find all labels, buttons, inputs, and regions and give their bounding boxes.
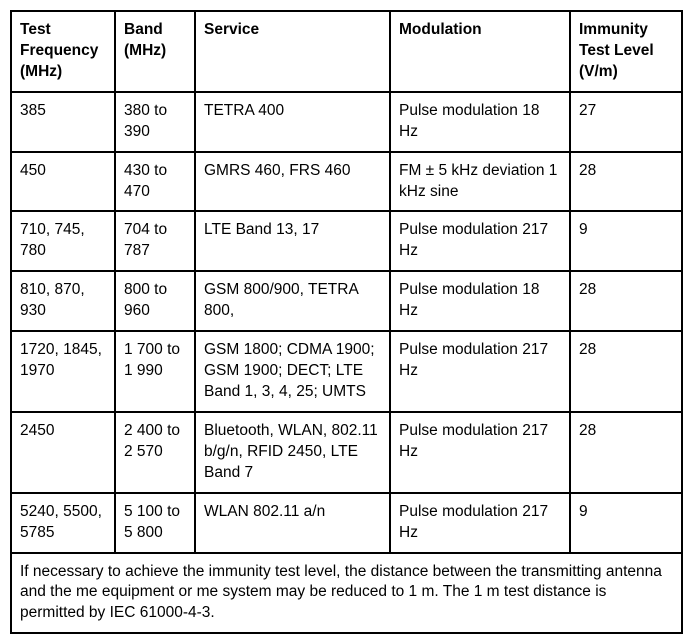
cell-service: GSM 800/900, TETRA 800, xyxy=(195,271,390,331)
cell-immunity: 9 xyxy=(570,211,682,271)
cell-band: 800 to 960 xyxy=(115,271,195,331)
cell-band: 380 to 390 xyxy=(115,92,195,152)
header-service: Service xyxy=(195,11,390,92)
immunity-test-table: Test Frequency (MHz) Band (MHz) Service … xyxy=(10,10,683,634)
cell-service: LTE Band 13, 17 xyxy=(195,211,390,271)
cell-service: WLAN 802.11 a/n xyxy=(195,493,390,553)
cell-band: 430 to 470 xyxy=(115,152,195,212)
table-row: 2450 2 400 to 2 570 Bluetooth, WLAN, 802… xyxy=(11,412,682,493)
footnote-text: If necessary to achieve the immunity tes… xyxy=(11,553,682,634)
cell-immunity: 28 xyxy=(570,271,682,331)
table-row: 385 380 to 390 TETRA 400 Pulse modulatio… xyxy=(11,92,682,152)
cell-frequency: 810, 870, 930 xyxy=(11,271,115,331)
cell-modulation: Pulse modulation 18 Hz xyxy=(390,271,570,331)
cell-immunity: 28 xyxy=(570,152,682,212)
cell-immunity: 28 xyxy=(570,331,682,412)
table-row: 5240, 5500, 5785 5 100 to 5 800 WLAN 802… xyxy=(11,493,682,553)
cell-frequency: 385 xyxy=(11,92,115,152)
table-row: 450 430 to 470 GMRS 460, FRS 460 FM ± 5 … xyxy=(11,152,682,212)
cell-immunity: 27 xyxy=(570,92,682,152)
cell-service: GSM 1800; CDMA 1900; GSM 1900; DECT; LTE… xyxy=(195,331,390,412)
cell-band: 2 400 to 2 570 xyxy=(115,412,195,493)
cell-service: GMRS 460, FRS 460 xyxy=(195,152,390,212)
cell-immunity: 28 xyxy=(570,412,682,493)
table-row: 710, 745, 780 704 to 787 LTE Band 13, 17… xyxy=(11,211,682,271)
cell-modulation: Pulse modulation 217 Hz xyxy=(390,493,570,553)
cell-service: TETRA 400 xyxy=(195,92,390,152)
table-row: 1720, 1845, 1970 1 700 to 1 990 GSM 1800… xyxy=(11,331,682,412)
table-header-row: Test Frequency (MHz) Band (MHz) Service … xyxy=(11,11,682,92)
cell-modulation: Pulse modulation 18 Hz xyxy=(390,92,570,152)
header-immunity: Immunity Test Level (V/m) xyxy=(570,11,682,92)
cell-band: 1 700 to 1 990 xyxy=(115,331,195,412)
header-frequency: Test Frequency (MHz) xyxy=(11,11,115,92)
cell-frequency: 710, 745, 780 xyxy=(11,211,115,271)
cell-frequency: 2450 xyxy=(11,412,115,493)
table-row: 810, 870, 930 800 to 960 GSM 800/900, TE… xyxy=(11,271,682,331)
cell-band: 5 100 to 5 800 xyxy=(115,493,195,553)
cell-modulation: Pulse modulation 217 Hz xyxy=(390,412,570,493)
cell-immunity: 9 xyxy=(570,493,682,553)
cell-modulation: Pulse modulation 217 Hz xyxy=(390,331,570,412)
cell-modulation: Pulse modulation 217 Hz xyxy=(390,211,570,271)
cell-frequency: 450 xyxy=(11,152,115,212)
cell-frequency: 5240, 5500, 5785 xyxy=(11,493,115,553)
table-footnote-row: If necessary to achieve the immunity tes… xyxy=(11,553,682,634)
cell-modulation: FM ± 5 kHz deviation 1 kHz sine xyxy=(390,152,570,212)
cell-frequency: 1720, 1845, 1970 xyxy=(11,331,115,412)
header-modulation: Modulation xyxy=(390,11,570,92)
cell-band: 704 to 787 xyxy=(115,211,195,271)
cell-service: Bluetooth, WLAN, 802.11 b/g/n, RFID 2450… xyxy=(195,412,390,493)
header-band: Band (MHz) xyxy=(115,11,195,92)
